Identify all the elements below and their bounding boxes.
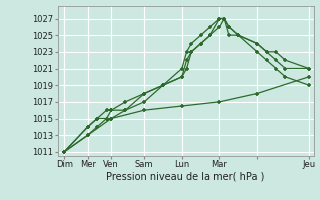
X-axis label: Pression niveau de la mer( hPa ): Pression niveau de la mer( hPa ) xyxy=(107,172,265,182)
